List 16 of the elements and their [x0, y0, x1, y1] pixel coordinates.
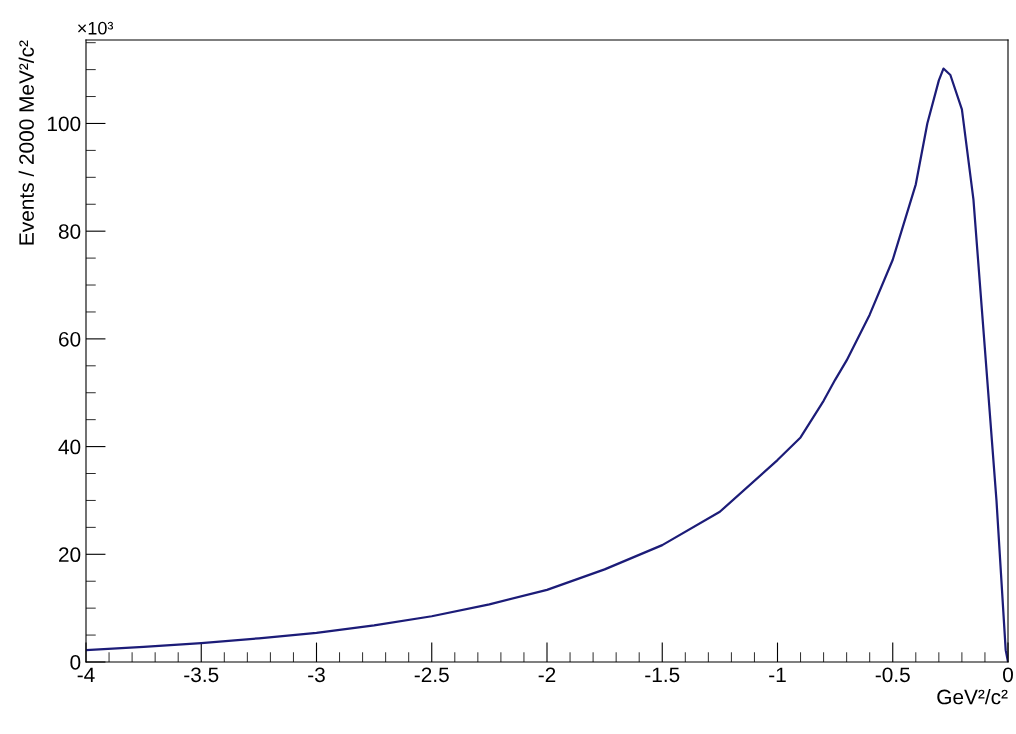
x-tick-label: -2: [538, 667, 556, 682]
y-tick-label: 80: [58, 224, 81, 239]
x-tick-label: -1.5: [645, 667, 680, 683]
x-tick-label: -1: [769, 667, 786, 682]
x-tick-label: -3: [308, 667, 325, 683]
y-tick-label: 100: [47, 116, 81, 132]
y-tick-label: 40: [58, 439, 81, 455]
y-tick-label: 20: [59, 547, 81, 563]
x-tick-label: 0: [1003, 667, 1013, 683]
x-tick-label: -3.5: [184, 667, 219, 683]
y-tick-label: 60: [59, 331, 81, 347]
y-axis-title: Events / 2000 MeV²/c²: [18, 40, 34, 245]
x-tick-label: -0.5: [875, 667, 910, 683]
text: ×10³: [78, 21, 114, 35]
x-axis-title: GeV²/c²: [937, 689, 1008, 705]
x-tick-label: -2.5: [414, 667, 449, 683]
